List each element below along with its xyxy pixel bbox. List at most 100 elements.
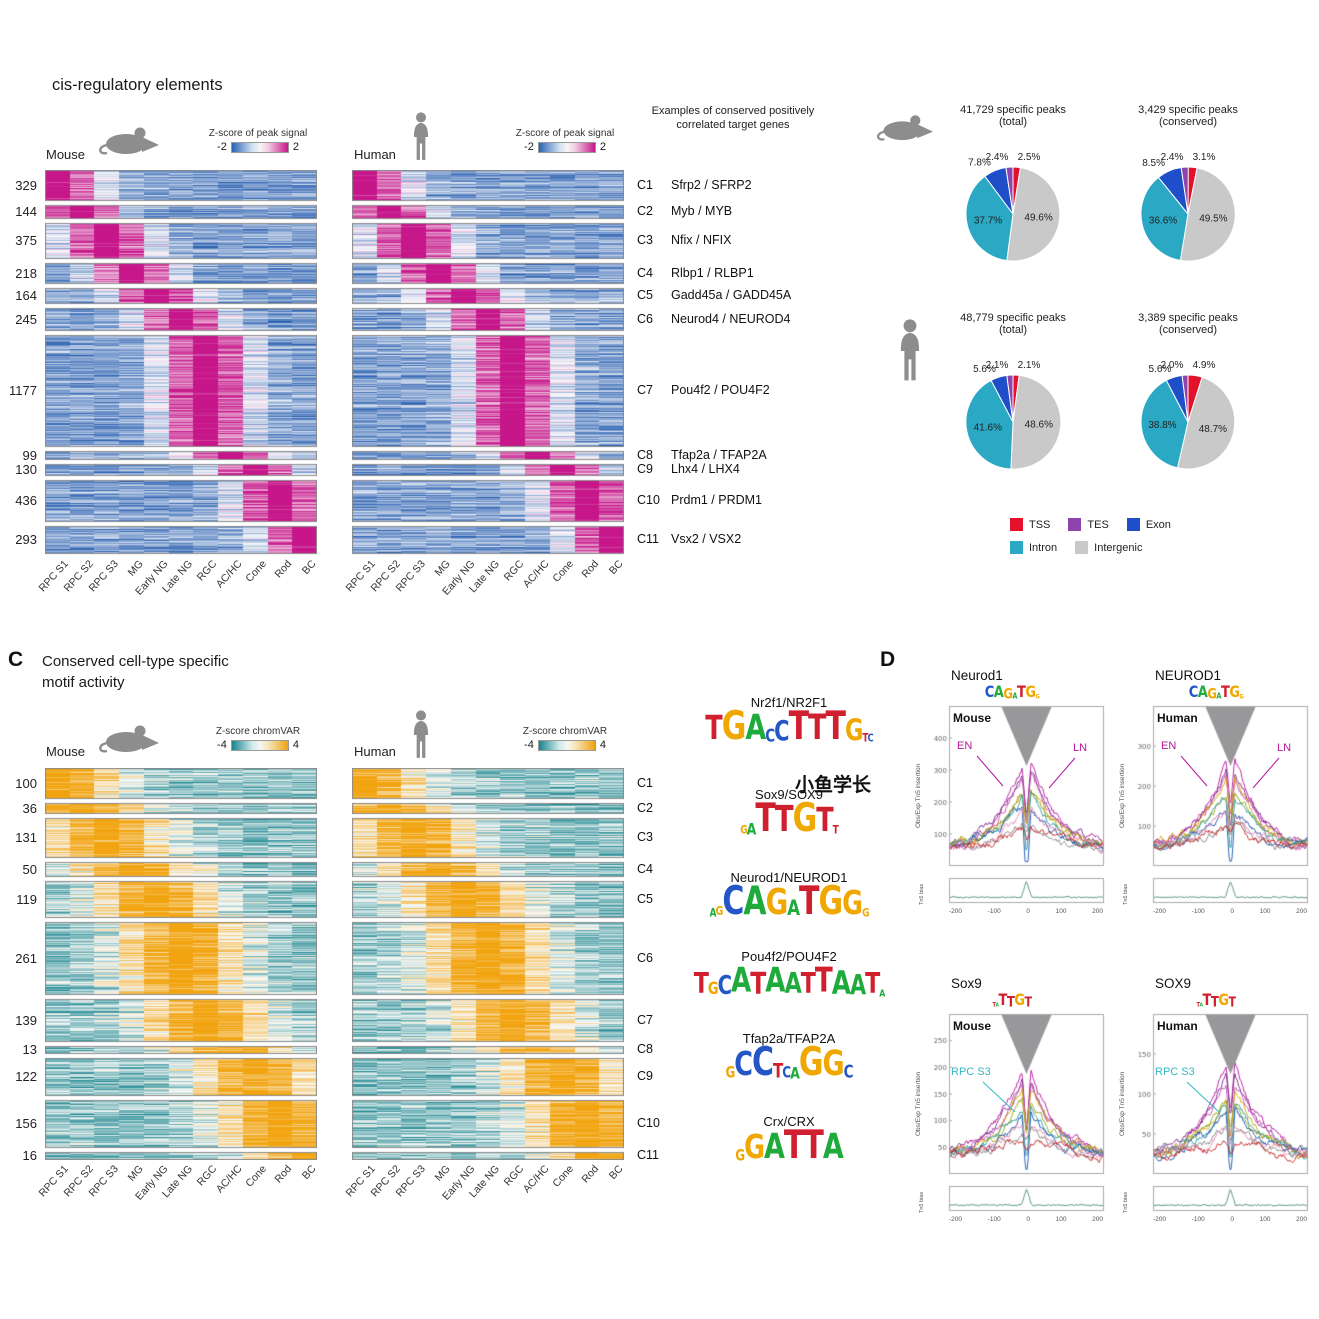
pie-percent-label: 37.7% bbox=[974, 216, 1002, 227]
cluster-gene-label: C1 Sfrp2 / SFRP2 bbox=[637, 178, 752, 192]
cluster-id-label: C8 bbox=[637, 1042, 653, 1056]
species-label: Mouse bbox=[953, 1019, 992, 1033]
mouse-icon bbox=[876, 115, 934, 141]
x-axis-label-text: Rod bbox=[272, 1163, 294, 1186]
logo-letter: T bbox=[750, 965, 766, 1002]
y-axis-label: Obs/Exp Tn5 insertion bbox=[915, 1071, 922, 1136]
colorbar-max: 2 bbox=[292, 141, 299, 153]
footprint-title: SOX9 bbox=[1155, 976, 1192, 991]
colorbar-max: 2 bbox=[599, 141, 606, 153]
colorbar-gradient bbox=[537, 141, 596, 153]
row-count-label: 156 bbox=[15, 1116, 37, 1131]
logo-letter: T bbox=[814, 962, 833, 1002]
logo-letter: C bbox=[984, 684, 995, 703]
annotation-label: EN bbox=[1161, 740, 1177, 752]
pie-title: 41,729 specific peaks bbox=[960, 104, 1066, 116]
x-tick-label: 200 bbox=[1092, 908, 1103, 915]
pie-slice-tes bbox=[1181, 374, 1189, 423]
pie-percent-label: 4.9% bbox=[1193, 360, 1216, 371]
x-tick-label: 0 bbox=[1026, 1216, 1030, 1223]
logo-letter: T bbox=[992, 1001, 996, 1010]
footprint-title: NEUROD1 bbox=[1155, 668, 1222, 683]
gene-pair-label: Prdm1 / PRDM1 bbox=[671, 493, 762, 507]
pie-chart: 2.5% 49.6% 37.7% 7.8%2.4% bbox=[965, 152, 1061, 262]
pie-percent-label: 48.7% bbox=[1199, 424, 1227, 435]
x-axis-label-text: AC/HC bbox=[213, 558, 245, 591]
row-count-label: 144 bbox=[15, 204, 37, 219]
logo-letter: T bbox=[773, 1058, 783, 1082]
logo-letter: A bbox=[743, 878, 766, 925]
logo-letter: G bbox=[765, 880, 789, 924]
x-axis-label-text: BC bbox=[299, 1163, 319, 1182]
row-count-label: 218 bbox=[15, 265, 37, 281]
pie-title: 3,429 specific peaks bbox=[1138, 104, 1238, 116]
heatmap-canvas bbox=[45, 768, 317, 1160]
annotation-label: EN bbox=[957, 740, 973, 752]
cluster-id-label: C2 bbox=[637, 800, 653, 815]
pie-percent-label: 49.5% bbox=[1199, 214, 1227, 225]
pie-subtitle: (total) bbox=[998, 324, 1028, 336]
x-tick-label: 100 bbox=[1055, 1216, 1067, 1223]
row-count-label: 1177 bbox=[9, 383, 37, 398]
pie-slice-intergenic bbox=[1006, 167, 1061, 262]
logo-letter: G bbox=[1014, 992, 1025, 1011]
colorbar-min: -2 bbox=[217, 141, 227, 153]
colorbar-max: 4 bbox=[292, 739, 299, 751]
x-tick-label: -100 bbox=[987, 908, 1001, 915]
logo-letter: T bbox=[1016, 684, 1026, 703]
row-count-label: 122 bbox=[15, 1069, 37, 1084]
x-tick-label: 100 bbox=[1259, 1216, 1271, 1223]
cluster-gene-label: C8 Tfap2a / TFAP2A bbox=[637, 448, 767, 462]
colorbar-chromvar-human: Z-score chromVAR -4 4 bbox=[499, 726, 631, 751]
cluster-gene-label: C3 Nfix / NFIX bbox=[637, 233, 731, 247]
logo-letter: G bbox=[1239, 693, 1244, 702]
bias-axis-label: Tn5 bias bbox=[919, 883, 925, 905]
pie-slice-intron bbox=[965, 175, 1014, 262]
x-tick-label: -200 bbox=[1153, 1216, 1167, 1223]
row-count-label: 100 bbox=[15, 775, 37, 791]
pie-percent-label: 2.1% bbox=[986, 360, 1009, 371]
x-tick-row: -200 -100 0 100 200 bbox=[1153, 908, 1307, 915]
logo-letter: G bbox=[1207, 685, 1217, 703]
x-tick-row: -200 -100 0 100 200 bbox=[949, 908, 1103, 915]
row-count-label: 436 bbox=[15, 493, 37, 508]
colorbar-peak-signal-mouse: Z-score of peak signal -2 2 bbox=[192, 128, 324, 153]
cluster-gene-label: C4 Rlbp1 / RLBP1 bbox=[637, 266, 754, 280]
x-tick-label: 100 bbox=[1055, 908, 1067, 915]
logo-letter: G bbox=[721, 703, 747, 750]
logo-letter: C bbox=[782, 1063, 791, 1082]
species-label-mouse: Mouse bbox=[46, 147, 86, 162]
cluster-id-label: C11 bbox=[637, 1148, 660, 1162]
logo-letter: G bbox=[822, 1043, 844, 1084]
row-count-label: 130 bbox=[15, 462, 37, 477]
logo-letter: T bbox=[1220, 684, 1230, 703]
pie-chart: 2.1%48.6%41.6%5.6%2.1% bbox=[965, 360, 1062, 470]
panel-d-letter: D bbox=[880, 648, 896, 671]
pie-slice-intron bbox=[965, 379, 1014, 470]
row-count-label: 164 bbox=[15, 288, 37, 303]
cluster-id-label: C4 bbox=[637, 861, 653, 876]
colorbar-gradient bbox=[230, 739, 289, 751]
x-tick-label: 100 bbox=[1259, 908, 1271, 915]
cluster-id-label: C8 bbox=[637, 447, 653, 462]
legend-label: TES bbox=[1087, 518, 1109, 531]
tn5-bias-canvas bbox=[927, 876, 1107, 906]
x-tick-label: -200 bbox=[949, 1216, 963, 1223]
logo-letter: G bbox=[1025, 684, 1036, 703]
pie-percent-label: 41.6% bbox=[974, 423, 1002, 434]
logo-letter: C bbox=[752, 1039, 774, 1086]
footprint-title: Neurod1 bbox=[951, 668, 1003, 683]
pie-slice-intron bbox=[1140, 176, 1189, 261]
x-tick-label: 200 bbox=[1296, 1216, 1307, 1223]
logo-letter: C bbox=[867, 731, 874, 745]
x-tick-row: -200 -100 0 100 200 bbox=[1153, 1216, 1307, 1223]
pie-percent-label: 2.4% bbox=[986, 152, 1009, 163]
logo-letter: A bbox=[790, 1062, 800, 1083]
row-count-label: 375 bbox=[15, 233, 37, 248]
pie-slice-tes bbox=[1180, 166, 1189, 215]
